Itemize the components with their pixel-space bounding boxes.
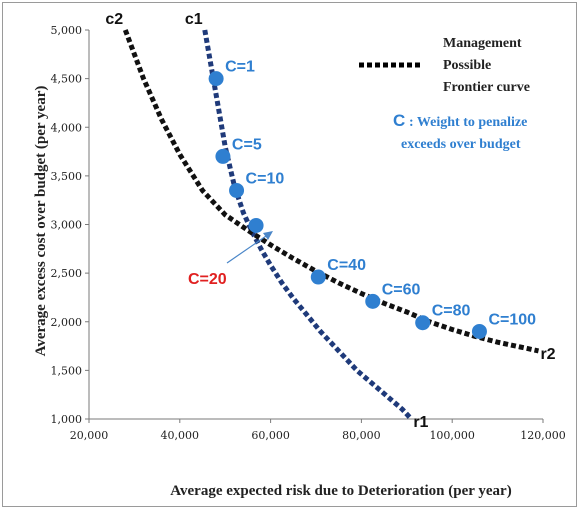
y-tick-label: 1,000 [51,413,83,426]
data-point [248,217,264,233]
legend: Management Possible Frontier curve [359,36,530,95]
weight-note-line-2: exceeds over budget [401,137,521,152]
y-tick-label: 3,500 [51,170,83,183]
weight-note-line-1: : Weight to penalize [409,115,527,130]
y-tick-label: 3,000 [51,219,83,232]
curve-start-label: c1 [185,11,203,28]
y-tick-label: 5,000 [51,24,83,37]
data-point-label: C=40 [327,257,366,274]
data-point [365,293,381,309]
y-tick-label: 4,500 [51,73,83,86]
x-axis-title: Average expected risk due to Deteriorati… [170,483,511,499]
frontier-chart: 1,000 1,500 2,000 2,500 3,000 3,500 4,000 4,500… [33,11,566,499]
legend-line-2: Possible [443,58,491,73]
data-point-label: C=5 [232,136,262,153]
c20-arrow-line [226,233,270,264]
data-point-label: C=10 [246,170,285,187]
curve-c2 [122,29,540,354]
y-tick-label: 2,000 [51,316,83,329]
legend-line-3: Frontier curve [443,80,530,95]
y-tick-label: 1,500 [51,364,83,377]
y-tick-label: 2,500 [51,267,83,280]
y-axis-title: Average excess cost over budget (per yea… [33,86,49,357]
c20-arrow-label: C=20 [188,271,227,288]
axes: 1,000 1,500 2,000 2,500 3,000 3,500 4,000 4,500… [51,24,566,442]
x-tick-label: 120,000 [520,429,566,442]
x-tick-label: 40,000 [161,429,200,442]
data-point-label: C=80 [432,303,471,320]
curve-c1 [202,29,414,421]
data-point [310,269,326,285]
data-point [471,323,487,339]
data-points: C=1 C=5 C=10 C=40 C=60 C=80 C=100 [208,59,536,339]
c20-arrow: C=20 [188,231,273,288]
legend-line-1: Management [443,36,522,51]
data-point-label: C=100 [488,311,536,328]
weight-symbol: C [393,111,405,130]
data-point [208,71,224,87]
y-tick-label: 4,000 [51,121,83,134]
x-tick-label: 80,000 [342,429,381,442]
x-tick-label: 20,000 [70,429,109,442]
x-tick-label: 60,000 [251,429,290,442]
curve-end-label: r2 [540,346,555,363]
x-tick-label: 100,000 [429,429,475,442]
curve-end-label: r1 [413,414,428,431]
weight-note: C : Weight to penalize exceeds over budg… [393,111,527,152]
curves: c1 r1 c2 r2 [105,11,555,431]
data-point [215,148,231,164]
curve-start-label: c2 [105,11,123,28]
c20-arrow-head [263,231,273,240]
data-point-label: C=60 [382,281,421,298]
data-point-label: C=1 [225,59,255,76]
data-point [415,315,431,331]
data-point [229,182,245,198]
